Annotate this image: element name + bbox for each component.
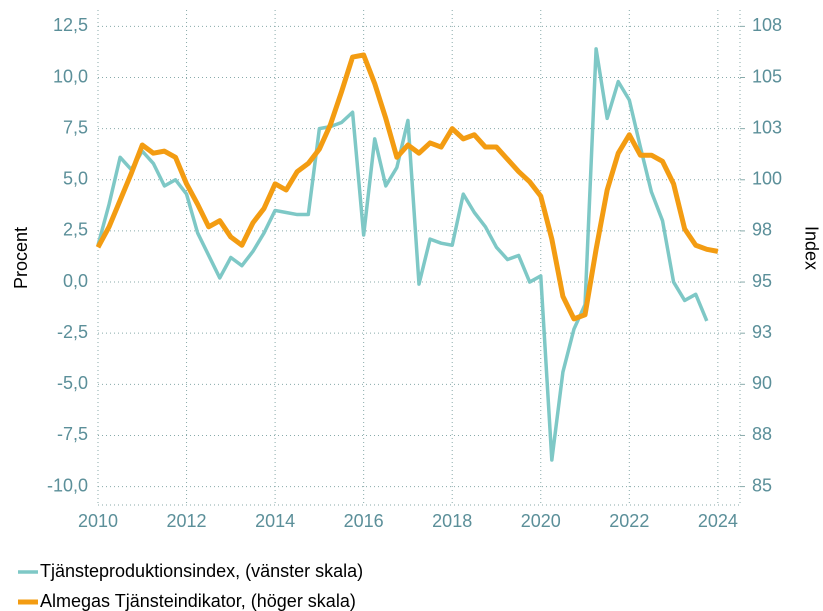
x-tick-label: 2020 — [521, 511, 561, 531]
y2-tick-label: 95 — [752, 271, 772, 291]
series-line — [96, 47, 709, 462]
y-tick-label: 10,0 — [53, 66, 88, 86]
y-tick-label: 2,5 — [63, 220, 88, 240]
y-tick-label: -7,5 — [57, 424, 88, 444]
x-tick-label: 2022 — [609, 511, 649, 531]
x-tick-label: 2018 — [432, 511, 472, 531]
y2-tick-label: 103 — [752, 117, 782, 137]
y2-tick-label: 93 — [752, 322, 772, 342]
y-tick-label: 0,0 — [63, 271, 88, 291]
y2-tick-label: 108 — [752, 15, 782, 35]
y2-axis-label: Index — [801, 226, 821, 270]
x-tick-label: 2016 — [344, 511, 384, 531]
y2-tick-label: 98 — [752, 220, 772, 240]
y-tick-label: 12,5 — [53, 15, 88, 35]
x-tick-label: 2012 — [167, 511, 207, 531]
x-tick-label: 2024 — [698, 511, 738, 531]
y-tick-label: 5,0 — [63, 169, 88, 189]
y-axis-label: Procent — [11, 227, 31, 289]
x-tick-label: 2014 — [255, 511, 295, 531]
x-tick-label: 2010 — [78, 511, 118, 531]
y2-tick-label: 90 — [752, 373, 772, 393]
legend-label: Almegas Tjänsteindikator, (höger skala) — [40, 591, 356, 611]
y2-tick-label: 105 — [752, 66, 782, 86]
y-tick-label: -2,5 — [57, 322, 88, 342]
y-tick-label: -10,0 — [47, 475, 88, 495]
series-line — [95, 52, 719, 322]
legend-label: Tjänsteproduktionsindex, (vänster skala) — [40, 561, 363, 581]
y2-tick-label: 100 — [752, 169, 782, 189]
y2-tick-label: 85 — [752, 475, 772, 495]
y2-tick-label: 88 — [752, 424, 772, 444]
y-tick-label: 7,5 — [63, 117, 88, 137]
y-tick-label: -5,0 — [57, 373, 88, 393]
